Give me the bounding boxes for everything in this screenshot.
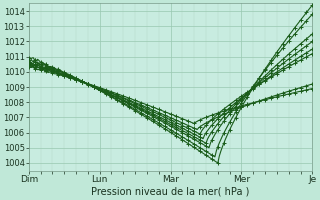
X-axis label: Pression niveau de la mer( hPa ): Pression niveau de la mer( hPa ) [92,187,250,197]
